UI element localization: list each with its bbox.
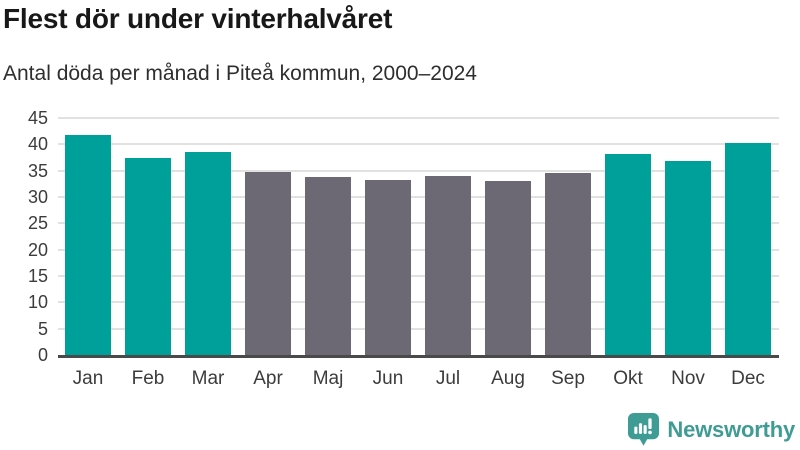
newsworthy-logo: Newsworthy xyxy=(627,412,795,447)
bar-jul xyxy=(425,175,471,355)
gridline-35 xyxy=(58,169,779,172)
y-tick-label-25: 25 xyxy=(27,213,48,234)
y-tick-label-35: 35 xyxy=(27,160,48,181)
x-tick-label-apr: Apr xyxy=(253,368,283,389)
gridline-40 xyxy=(58,143,779,146)
bar-jun xyxy=(365,179,411,355)
gridline-20 xyxy=(58,248,779,251)
chart-title: Flest dör under vinterhalvåret xyxy=(3,3,393,34)
gridline-10 xyxy=(58,301,779,304)
x-tick-label-jan: Jan xyxy=(72,368,104,389)
bar-mar xyxy=(185,151,231,355)
x-tick-label-mar: Mar xyxy=(191,368,225,389)
bar-aug xyxy=(485,181,531,355)
gridline-5 xyxy=(58,327,779,330)
gridline-15 xyxy=(58,275,779,277)
gridline-30 xyxy=(58,196,779,198)
bar-jan xyxy=(65,135,111,355)
x-tick-label-jun: Jun xyxy=(372,368,404,389)
y-tick-label-0: 0 xyxy=(37,345,48,365)
x-tick-label-nov: Nov xyxy=(671,368,705,389)
y-tick-label-5: 5 xyxy=(37,318,48,339)
x-tick-label-sep: Sep xyxy=(551,368,585,389)
bar-nov xyxy=(665,161,711,355)
brand-name: Newsworthy xyxy=(667,416,795,442)
bar-apr xyxy=(245,171,291,355)
bar-feb xyxy=(125,157,171,355)
x-tick-label-okt: Okt xyxy=(613,368,643,389)
x-axis-line xyxy=(58,355,779,358)
x-tick-label-dec: Dec xyxy=(731,368,765,389)
x-tick-label-aug: Aug xyxy=(491,368,525,389)
y-tick-label-20: 20 xyxy=(27,239,48,260)
y-tick-label-45: 45 xyxy=(27,108,48,128)
chart-subtitle: Antal döda per månad i Piteå kommun, 200… xyxy=(3,62,477,85)
x-tick-label-maj: Maj xyxy=(312,368,344,389)
gridline-45 xyxy=(58,117,779,119)
x-tick-label-feb: Feb xyxy=(131,368,165,389)
gridline-25 xyxy=(58,222,779,225)
bar-maj xyxy=(305,176,351,355)
bar-dec xyxy=(725,142,771,355)
y-tick-label-10: 10 xyxy=(27,292,48,313)
bar-sep xyxy=(545,173,591,355)
y-tick-label-15: 15 xyxy=(27,266,48,286)
bar-okt xyxy=(605,153,651,355)
newsworthy-chart-bubble-icon xyxy=(627,412,660,447)
y-tick-label-40: 40 xyxy=(27,134,48,155)
y-tick-label-30: 30 xyxy=(27,187,48,207)
x-tick-label-jul: Jul xyxy=(435,368,461,389)
